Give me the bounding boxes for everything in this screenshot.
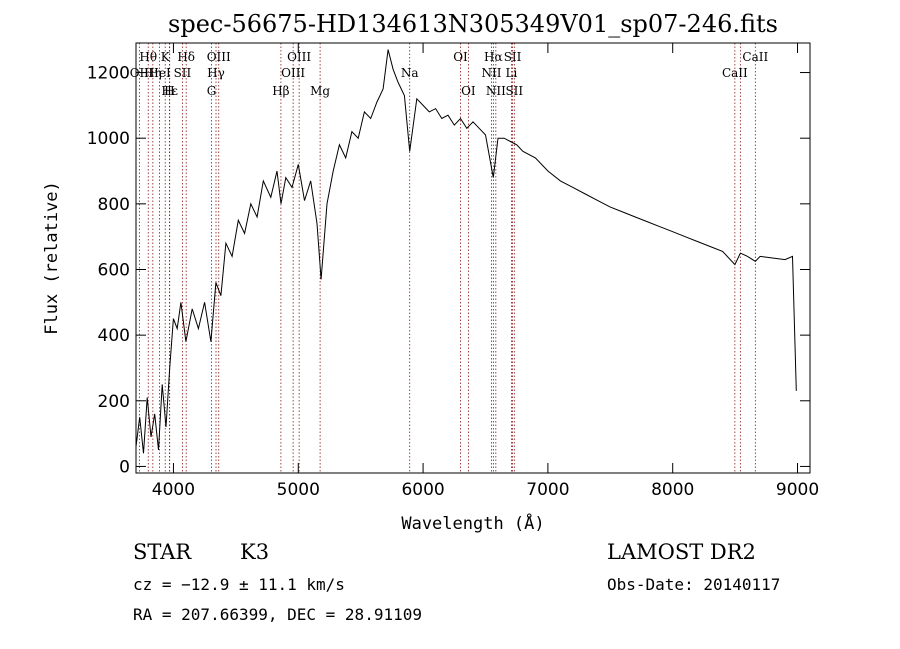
- survey-name: LAMOST DR2: [607, 540, 756, 564]
- line-label: Hθ: [139, 50, 157, 64]
- x-tick-label: 7000: [526, 480, 569, 500]
- line-label: NII: [486, 84, 506, 98]
- x-tick-label: 8000: [651, 480, 694, 500]
- ra-dec-coordinates: RA = 207.66399, DEC = 28.91109: [133, 605, 422, 624]
- line-label: OI: [453, 50, 468, 64]
- y-tick-label: 400: [98, 326, 130, 346]
- line-label: Hγ: [207, 66, 225, 80]
- redshift-velocity: cz = −12.9 ± 11.1 km/s: [133, 575, 345, 594]
- y-tick-label: 0: [119, 457, 130, 477]
- line-label: Mg: [310, 84, 330, 98]
- line-label: Li: [506, 66, 518, 80]
- line-label: Hα: [484, 50, 503, 64]
- line-label: HeI: [148, 66, 171, 80]
- line-label: Na: [401, 66, 419, 80]
- line-label: OII: [130, 66, 150, 80]
- line-label: K: [161, 50, 171, 64]
- plot-frame: [135, 42, 811, 474]
- spectrum-line: [135, 49, 797, 454]
- spectrum-series: [135, 49, 797, 454]
- y-tick-label: 1200: [87, 64, 130, 84]
- line-label: NII: [481, 66, 501, 80]
- x-tick-label: 5000: [277, 480, 320, 500]
- y-tick-label: 800: [98, 195, 130, 215]
- y-tick-label: 600: [98, 260, 130, 280]
- line-label: SII: [174, 66, 192, 80]
- y-axis-label: Flux (relative): [42, 181, 62, 335]
- line-label: OI: [461, 84, 476, 98]
- line-label: Hδ: [177, 50, 195, 64]
- axes: 4000 5000 6000 7000 8000 9000 0 200 400 600 800 100…: [87, 43, 819, 500]
- line-label: SII: [504, 50, 522, 64]
- y-tick-label: 200: [98, 392, 130, 412]
- x-tick-label: 9000: [776, 480, 819, 500]
- x-tick-label: 4000: [152, 480, 195, 500]
- x-tick-label: 6000: [401, 480, 444, 500]
- line-label: H: [164, 84, 174, 98]
- line-label: CaII: [742, 50, 768, 64]
- line-label: SII: [505, 84, 523, 98]
- line-label: Hβ: [272, 84, 289, 98]
- object-class: STAR: [133, 540, 192, 564]
- line-label: Hη: [144, 66, 162, 80]
- line-label: Hε: [161, 84, 178, 98]
- y-tick-label: 1000: [87, 129, 130, 149]
- line-label: OIII: [287, 50, 311, 64]
- object-subclass: K3: [240, 540, 269, 564]
- line-label: OIII: [281, 66, 305, 80]
- observation-date: Obs-Date: 20140117: [607, 575, 780, 594]
- chart-title: spec-56675-HD134613N305349V01_sp07-246.f…: [168, 10, 778, 38]
- line-label: CaII: [722, 66, 748, 80]
- spectral-line-markers: [138, 43, 756, 473]
- x-axis-label: Wavelength (Å): [401, 512, 544, 534]
- line-label: G: [207, 84, 217, 98]
- line-label: OIII: [207, 50, 231, 64]
